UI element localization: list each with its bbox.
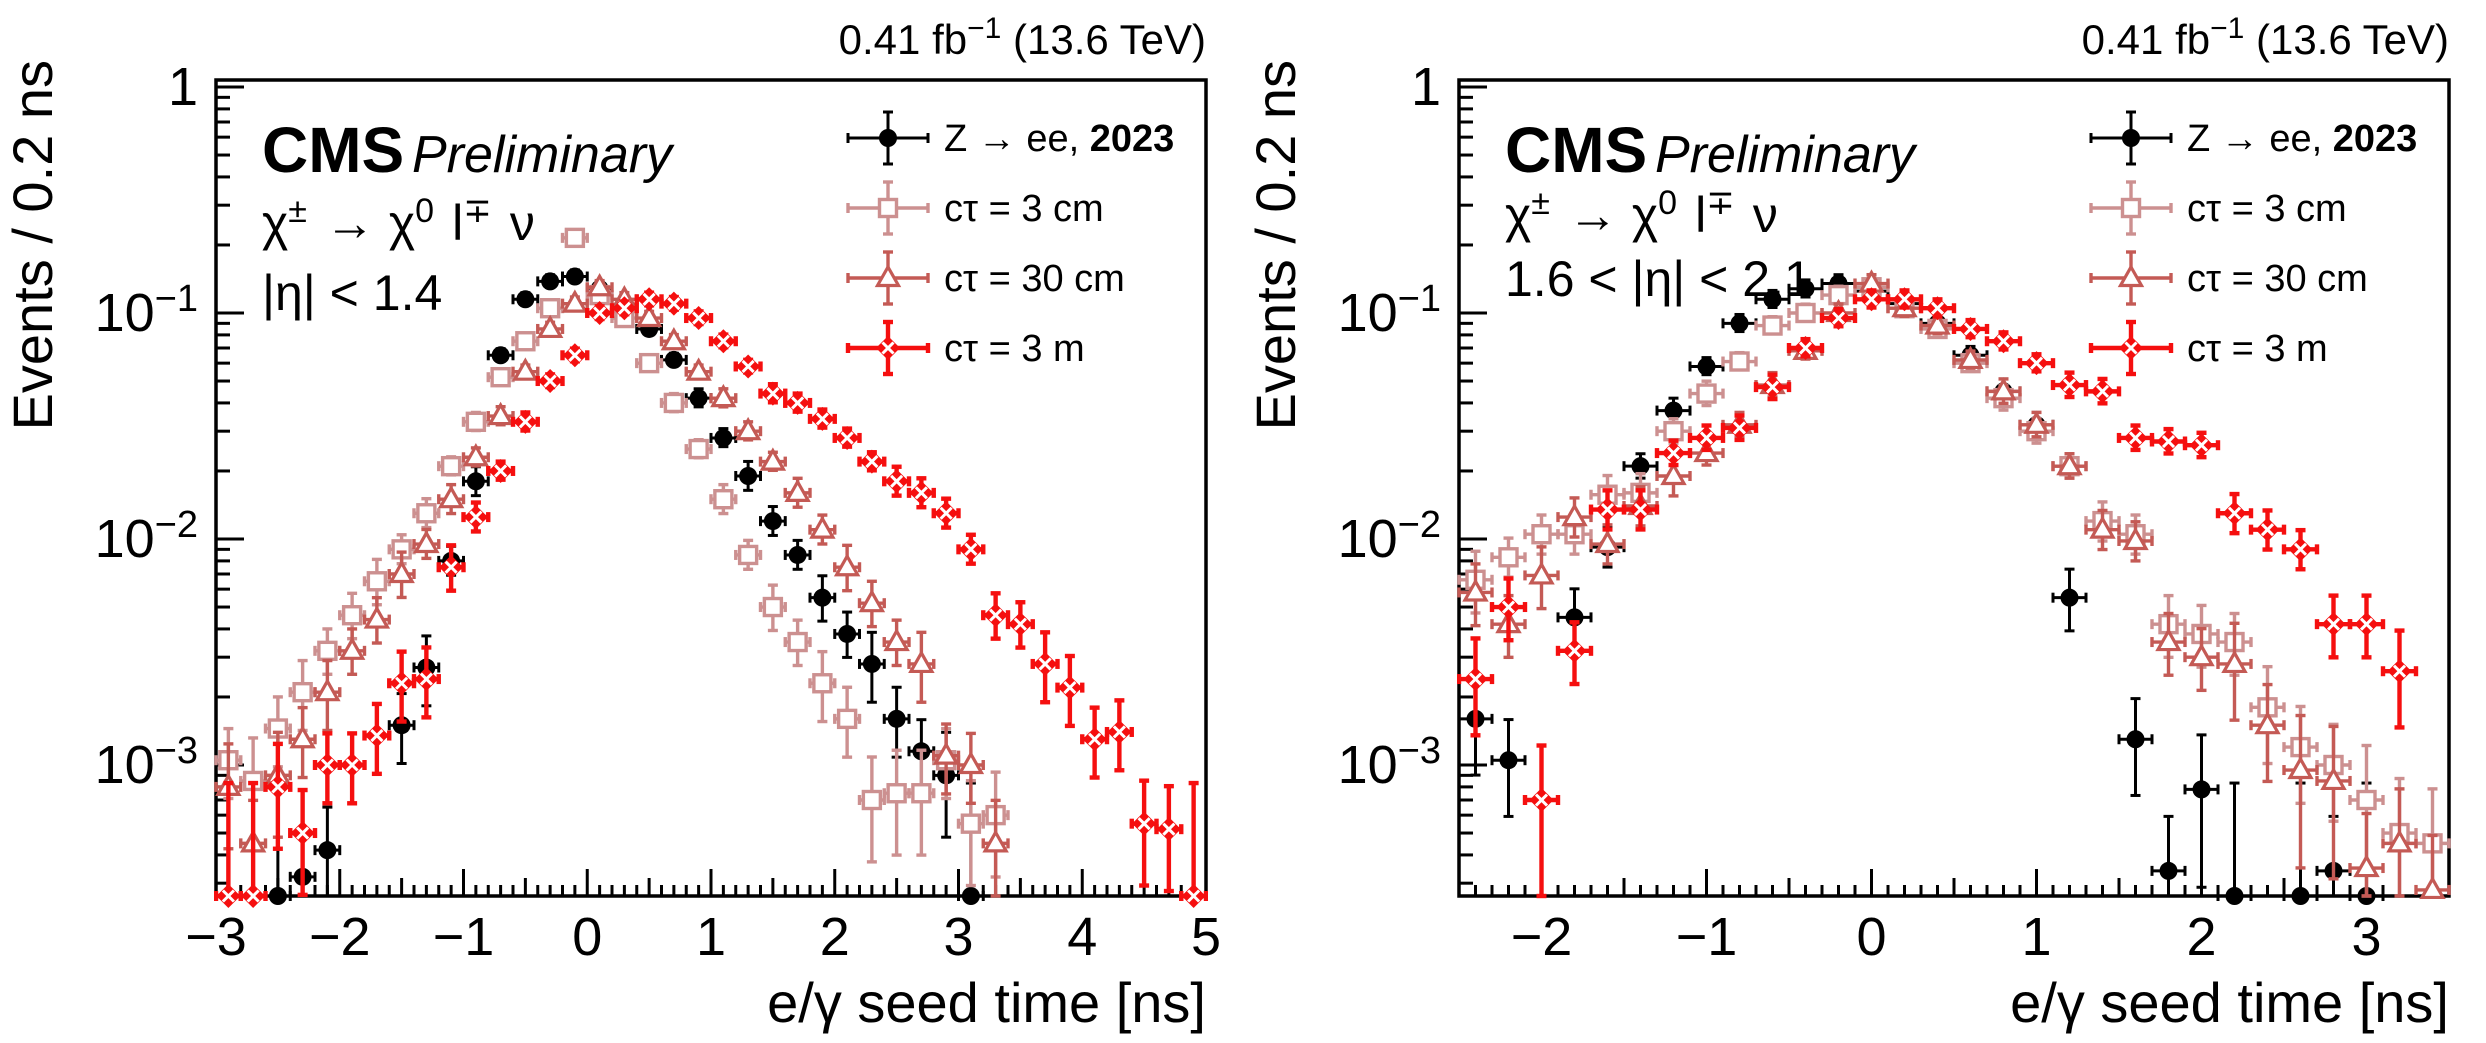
y-tick-label: 10−1 (95, 278, 198, 343)
x-tick-label: 2 (2186, 907, 2216, 967)
y-axis-title: Events / 0.2 ns (1, 60, 64, 430)
legend-label: cτ = 3 cm (2187, 188, 2347, 230)
y-tick-label: 10−2 (1338, 504, 1441, 569)
x-tick-label: −2 (1511, 907, 1573, 967)
legend: Z → ee, 2023 cτ = 3 cm cτ = 30 cm cτ = 3 m (845, 110, 1174, 377)
eta-annotation: |η| < 1.4 (262, 265, 442, 321)
x-axis-title: e/γ seed time [ns] (2010, 971, 2449, 1034)
y-axis: 1 10−1 10−2 10−3 (95, 57, 244, 885)
legend-entry: cτ = 30 cm (2089, 250, 2368, 306)
y-axis-title: Events / 0.2 ns (1244, 60, 1307, 430)
x-tick-label: 5 (1191, 907, 1221, 967)
legend-label: Z → ee, 2023 (944, 118, 1174, 160)
x-tick-label: −1 (433, 907, 495, 967)
decay-annotation: χ± → χ0 l∓ ν (262, 192, 535, 251)
x-tick-label: 1 (2021, 907, 2051, 967)
legend-entry: cτ = 3 cm (846, 180, 1104, 236)
legend-label: Z → ee, 2023 (2187, 118, 2417, 160)
legend-entry: Z → ee, 2023 (2089, 110, 2417, 166)
plot-panel-right: −2 −1 0 1 2 3 1 10−1 10−2 10−3 e/γ seed time [ns] E… (1244, 12, 2451, 1034)
series-circle (264, 267, 985, 905)
y-tick-label: 1 (1411, 57, 1441, 117)
x-tick-label: 0 (1856, 907, 1886, 967)
x-tick-label: 3 (2351, 907, 2381, 967)
legend-label: cτ = 3 m (2187, 328, 2328, 370)
x-tick-label: −1 (1676, 907, 1738, 967)
legend-entry: Z → ee, 2023 (846, 110, 1174, 166)
preliminary-label: Preliminary (1655, 126, 1918, 184)
x-tick-label: 3 (943, 907, 973, 967)
legend: Z → ee, 2023 cτ = 3 cm cτ = 30 cm cτ = 3 m (2088, 110, 2417, 377)
x-axis: −3 −2 −1 0 1 2 3 4 5 (185, 869, 1221, 967)
x-tick-label: 2 (820, 907, 850, 967)
x-axis-title: e/γ seed time [ns] (767, 971, 1206, 1034)
data-layer (214, 227, 1208, 908)
series-diamond (214, 287, 1208, 908)
y-tick-label: 10−3 (1338, 730, 1441, 795)
legend-label: cτ = 3 m (944, 328, 1085, 370)
data-layer (1457, 269, 2451, 905)
x-tick-label: 1 (696, 907, 726, 967)
decay-annotation: χ± → χ0 l∓ ν (1505, 184, 1778, 243)
y-tick-label: 1 (168, 57, 198, 117)
plot-panel-left: −3 −2 −1 0 1 2 3 4 5 1 10−1 10−2 10−3 e/γ seed time [… (1, 12, 1221, 1034)
legend-entry: cτ = 3 cm (2089, 180, 2347, 236)
lumi-label: 0.41 fb−1 (13.6 TeV) (2082, 12, 2449, 63)
legend-entry: cτ = 3 m (845, 319, 1085, 377)
x-tick-label: 4 (1067, 907, 1097, 967)
x-tick-label: 0 (572, 907, 602, 967)
preliminary-label: Preliminary (412, 126, 675, 184)
x-tick-label: −2 (309, 907, 371, 967)
series-diamond (1457, 287, 2419, 899)
y-axis: 1 10−1 10−2 10−3 (1338, 57, 1487, 885)
eta-annotation: 1.6 < |η| < 2.1 (1505, 251, 1812, 307)
legend-label: cτ = 30 cm (944, 258, 1125, 300)
x-tick-label: −3 (185, 907, 247, 967)
y-tick-label: 10−1 (1338, 278, 1441, 343)
cms-label: CMS (262, 114, 404, 186)
legend-entry: cτ = 30 cm (846, 250, 1125, 306)
y-tick-label: 10−3 (95, 730, 198, 795)
legend-label: cτ = 3 cm (944, 188, 1104, 230)
cms-label: CMS (1505, 114, 1647, 186)
lumi-label: 0.41 fb−1 (13.6 TeV) (839, 12, 1206, 63)
legend-entry: cτ = 3 m (2088, 319, 2328, 377)
y-tick-label: 10−2 (95, 504, 198, 569)
legend-label: cτ = 30 cm (2187, 258, 2368, 300)
